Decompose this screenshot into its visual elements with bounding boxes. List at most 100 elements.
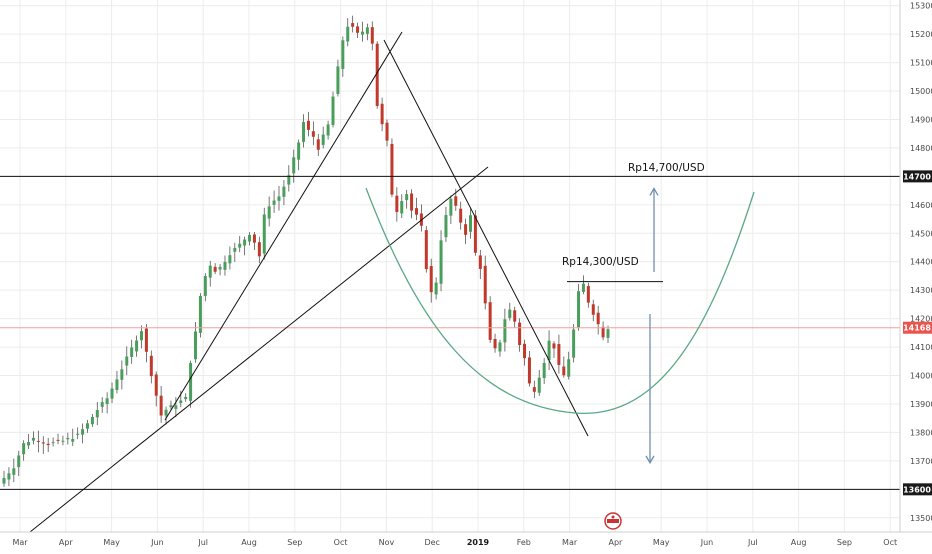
candle-body: [149, 355, 153, 377]
candle-body: [311, 131, 315, 137]
candle-body: [223, 261, 227, 270]
x-tick-label: Jun: [150, 538, 164, 547]
candle-body: [483, 265, 487, 304]
y-tick-label: 14300: [910, 286, 932, 295]
candle-body: [581, 283, 585, 292]
candle-body: [385, 122, 389, 141]
y-tick-label: 14200: [910, 315, 932, 324]
candle-body: [532, 387, 536, 392]
x-tick-label: Mar: [562, 538, 578, 547]
candle-body: [424, 230, 428, 270]
candle-body: [586, 286, 590, 303]
candle-body: [130, 347, 134, 357]
candle-body: [203, 276, 207, 296]
candle-body: [464, 224, 468, 235]
candle-body: [410, 193, 414, 211]
candle-body: [527, 357, 531, 384]
x-tick-label: Sep: [287, 538, 302, 547]
candle-body: [380, 103, 384, 125]
candle-body: [513, 310, 517, 322]
y-axis-ticks: 1350013600137001380013900140001410014200…: [910, 2, 932, 523]
candle-body: [208, 265, 212, 278]
candle-body: [316, 139, 320, 150]
x-tick-label: May: [653, 538, 670, 547]
candle-body: [572, 329, 576, 358]
candle-body: [542, 362, 546, 379]
candle-body: [488, 302, 492, 340]
rising-trendline-1: [164, 31, 403, 421]
candle-body: [341, 40, 345, 69]
candle-body: [228, 255, 232, 264]
logo-icon: [604, 512, 622, 530]
candle-body: [434, 282, 438, 295]
candle-body: [81, 429, 85, 435]
candle-body: [66, 437, 70, 440]
y-tick-label: 14600: [910, 201, 932, 210]
candle-body: [174, 405, 178, 409]
y-tick-label: 13800: [910, 428, 932, 437]
rising-trendline-2: [29, 166, 489, 533]
candle-body: [51, 442, 55, 444]
candle-body: [439, 240, 443, 284]
candle-body: [356, 26, 360, 33]
x-tick-label: Jul: [747, 538, 758, 547]
y-tick-label: 14400: [910, 258, 932, 267]
y-tick-label: 15200: [910, 30, 932, 39]
candle-body: [390, 143, 394, 195]
candle-body: [71, 438, 75, 442]
candle-body: [110, 388, 114, 399]
level-tag-label: 14700: [903, 172, 931, 181]
x-tick-label: Aug: [791, 538, 807, 547]
candle-body: [169, 405, 173, 408]
candle-body: [248, 234, 252, 242]
last-price-tag-label: 14168: [903, 324, 931, 333]
y-tick-label: 14900: [910, 115, 932, 124]
candle-body: [297, 142, 301, 160]
candle-body: [493, 339, 497, 349]
candle-body: [414, 208, 418, 215]
x-tick-label: 2019: [467, 538, 490, 547]
annotations: Rp14,700/USD Rp14,300/USD: [562, 162, 705, 268]
candle-body: [331, 96, 335, 126]
cup-curve: [365, 187, 755, 414]
x-tick-label: Jun: [700, 538, 714, 547]
down-arrow-head: [645, 455, 655, 465]
candle-body: [272, 200, 276, 205]
candle-body: [189, 363, 193, 401]
candle-body: [508, 309, 512, 318]
candle-body: [194, 331, 198, 360]
candle-body: [17, 455, 21, 468]
level-tag-bg: [903, 170, 932, 183]
x-tick-label: Sep: [837, 538, 852, 547]
candle-body: [31, 437, 35, 441]
y-tick-label: 14500: [910, 229, 932, 238]
candle-body: [46, 443, 50, 446]
candle-body: [557, 344, 561, 365]
y-tick-label: 13900: [910, 400, 932, 409]
candle-body: [375, 43, 379, 106]
up-arrow-head: [649, 187, 659, 196]
candle-body: [2, 477, 6, 484]
candle-body: [321, 134, 325, 145]
candle-body: [591, 304, 595, 315]
candles: [2, 15, 610, 487]
y-tick-label: 13500: [910, 514, 932, 523]
candle-body: [7, 473, 11, 480]
x-tick-label: Oct: [883, 538, 897, 547]
candle-body: [601, 326, 605, 338]
candle-body: [184, 396, 188, 400]
candle-body: [596, 312, 600, 325]
candle-body: [243, 239, 247, 246]
x-tick-label: Mar: [12, 538, 28, 547]
candle-body: [351, 23, 355, 27]
annotation-target-high: Rp14,700/USD: [628, 162, 705, 174]
candle-body: [429, 266, 433, 293]
candle-body: [360, 31, 364, 35]
x-tick-label: Oct: [334, 538, 348, 547]
x-tick-label: Dec: [424, 538, 439, 547]
candle-body: [405, 194, 409, 201]
candle-body: [346, 26, 350, 42]
candle-body: [95, 410, 99, 418]
